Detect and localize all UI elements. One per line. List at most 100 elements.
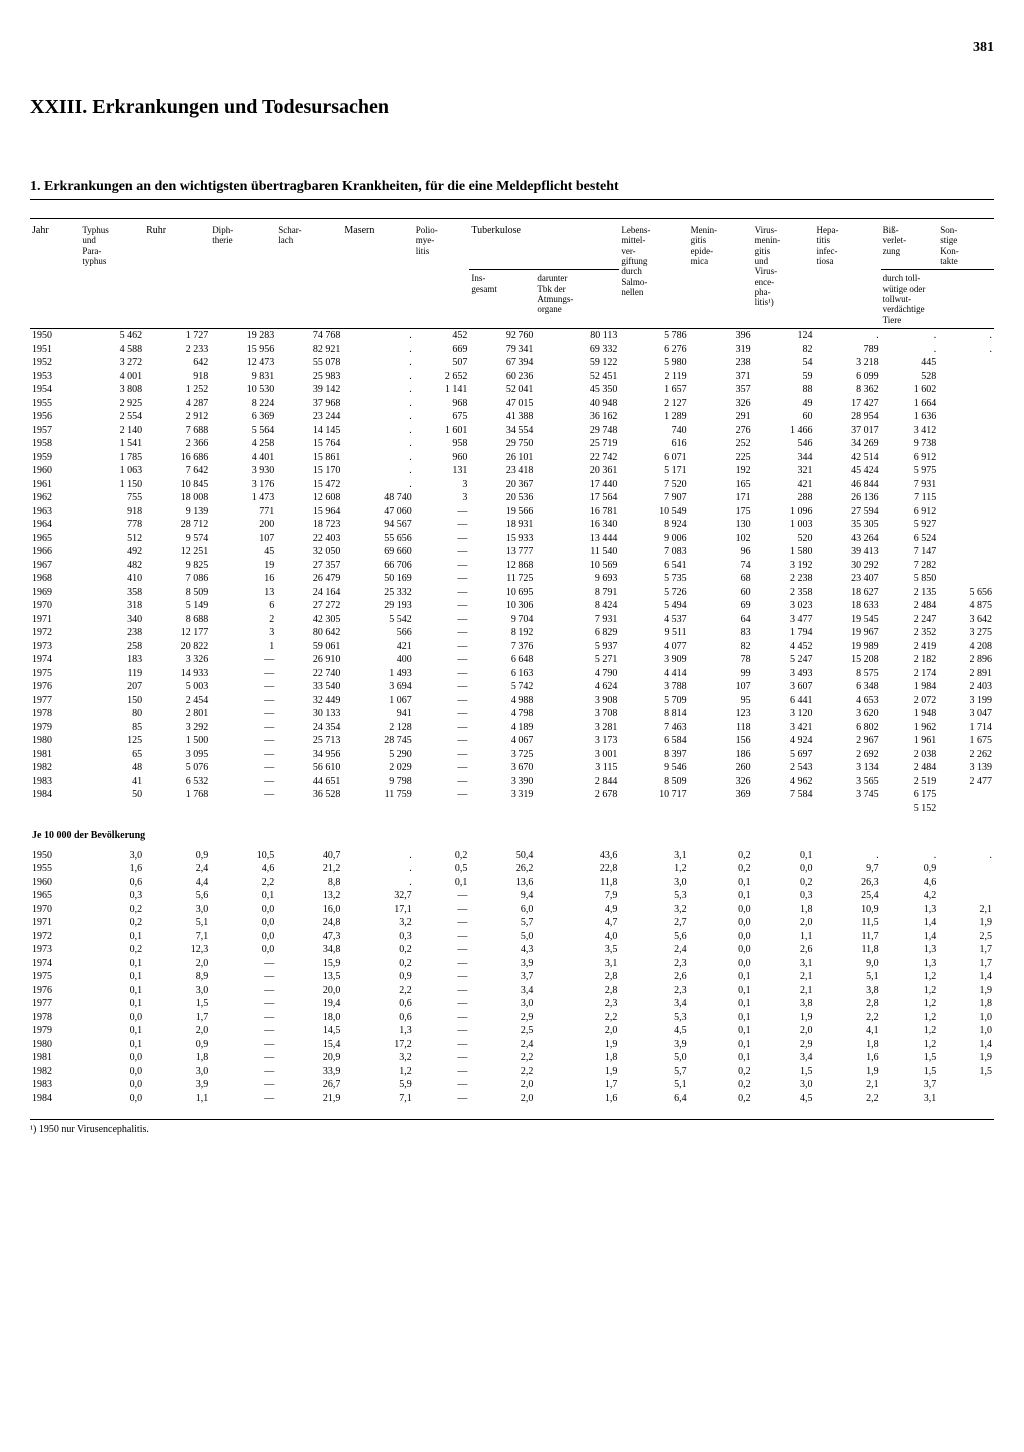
table-cell: 3 788 [619,680,688,694]
table-cell: — [414,788,470,802]
table-cell: 12 177 [144,626,210,640]
table-cell: 3,8 [815,984,881,998]
table-cell: 1,5 [144,997,210,1011]
table-cell: 1,4 [881,916,939,930]
table-cell: — [210,1065,276,1079]
table-cell [938,1092,994,1106]
table-cell: 19 283 [210,329,276,343]
footnote: ¹) 1950 nur Virusencephalitis. [30,1119,994,1135]
table-cell: 2 912 [144,410,210,424]
table-cell: 66 706 [342,559,413,573]
table-cell: 1,8 [144,1051,210,1065]
table-cell: 369 [689,788,753,802]
table-cell: 0,9 [342,970,413,984]
table-cell [80,802,144,816]
table-cell: 5 542 [342,613,413,627]
table-cell: 5,1 [144,916,210,930]
table-cell: 318 [80,599,144,613]
table-cell: 7,1 [342,1092,413,1106]
table-cell: 12 608 [276,491,342,505]
table-cell [815,802,881,816]
section-title: 1. Erkrankungen an den wichtigsten übert… [30,179,994,200]
table-cell: 6 912 [881,505,939,519]
table-cell: 4 988 [469,694,535,708]
table-cell: 60 [753,410,815,424]
table-cell: 19 566 [469,505,535,519]
table-cell: 1972 [30,626,80,640]
table-cell: 528 [881,370,939,384]
table-cell: 1,8 [535,1051,619,1065]
table-cell: — [414,943,470,957]
table-cell: — [414,545,470,559]
table-row: 19720,17,10,047,30,3—5,04,05,60,01,111,7… [30,930,994,944]
table-cell: 2 128 [342,721,413,735]
table-cell: 5 290 [342,748,413,762]
table-cell: 2,2 [815,1092,881,1106]
table-cell: 50 [80,788,144,802]
table-cell: 7 931 [535,613,619,627]
table-cell: 20 536 [469,491,535,505]
table-cell: 28 954 [815,410,881,424]
table-cell: 1 657 [619,383,688,397]
table-cell: 5 247 [753,653,815,667]
table-cell: 45 424 [815,464,881,478]
table-cell: 1 948 [881,707,939,721]
table-row: 19505 4621 72719 28374 768.45292 76080 1… [30,329,994,343]
table-cell: 918 [80,505,144,519]
table-cell: 13 [210,586,276,600]
table-cell: 131 [414,464,470,478]
table-cell: 2 543 [753,761,815,775]
table-cell: 4 790 [535,667,619,681]
table-cell: 15 861 [276,451,342,465]
table-cell: 18 633 [815,599,881,613]
table-cell: — [210,1051,276,1065]
table-cell: 96 [689,545,753,559]
table-cell: 1 636 [881,410,939,424]
table-row: 19713408 688242 3055 542—9 7047 9314 537… [30,613,994,627]
table-cell: 41 [80,775,144,789]
table-cell: 5 937 [535,640,619,654]
table-cell: 1,2 [342,1065,413,1079]
table-cell: 0,5 [414,862,470,876]
table-cell: 14 145 [276,424,342,438]
table-cell: 546 [753,437,815,451]
table-row: 19840,01,1—21,97,1—2,01,66,40,24,52,23,1 [30,1092,994,1106]
col-tb-atm: darunter Tbk der Atmungs- organe [535,270,619,329]
table-cell: 1 768 [144,788,210,802]
table-row: 19674829 8251927 35766 706—12 86810 5696… [30,559,994,573]
table-cell: 33 540 [276,680,342,694]
table-cell: 56 610 [276,761,342,775]
table-cell: 99 [689,667,753,681]
table-cell: 9,7 [815,862,881,876]
table-cell: 7 584 [753,788,815,802]
table-row: 19534 0019189 83125 983.2 65260 23652 45… [30,370,994,384]
table-cell: 19 967 [815,626,881,640]
table-cell: 3,1 [881,1092,939,1106]
table-cell [276,802,342,816]
table-cell: 5 980 [619,356,688,370]
table-cell: 2,3 [619,957,688,971]
table-cell: 2 967 [815,734,881,748]
table-cell: 9,0 [815,957,881,971]
table-cell: 2,3 [619,984,688,998]
table-cell: 25 713 [276,734,342,748]
table-cell [938,788,994,802]
table-cell: 10 569 [535,559,619,573]
table-cell: 1,1 [753,930,815,944]
table-cell: 2,0 [144,1024,210,1038]
table-cell: 276 [689,424,753,438]
table-cell: 6 369 [210,410,276,424]
table-cell: — [414,734,470,748]
table-cell: 0,0 [80,1092,144,1106]
table-cell: — [414,667,470,681]
table-cell: 17,2 [342,1038,413,1052]
table-cell: 1970 [30,903,80,917]
table-cell: 1,2 [881,1038,939,1052]
table-cell: 2 238 [753,572,815,586]
table-cell: 1955 [30,862,80,876]
table-cell: 55 656 [342,532,413,546]
table-cell: 4 537 [619,613,688,627]
table-cell: 11 759 [342,788,413,802]
table-cell: 6 524 [881,532,939,546]
table-cell: 1,6 [815,1051,881,1065]
